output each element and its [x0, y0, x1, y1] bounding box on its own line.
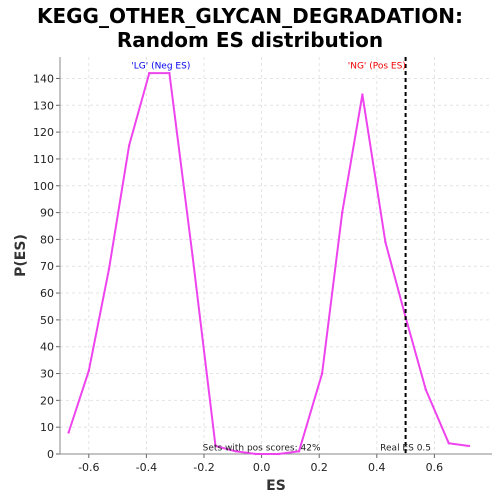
series-point [361, 93, 364, 96]
series-point [341, 211, 344, 214]
axes: 0 10 20 30 40 50 60 70 80 90 100 110 120 130 140 -0.6 -0… [33, 57, 492, 474]
y-tick-label: 70 [40, 260, 54, 273]
x-tick-label: -0.2 [193, 461, 214, 474]
series-point [214, 444, 217, 448]
annotation-label: 'NG' (Pos ES) [348, 61, 406, 71]
annotations: 'LG' (Neg ES) 'NG' (Pos ES) Sets with pos … [131, 61, 431, 453]
y-tick-label: 10 [40, 421, 54, 434]
series-point [320, 372, 324, 375]
series-point [424, 388, 427, 391]
y-tick-label: 90 [40, 207, 54, 220]
x-tick-label: 0.0 [253, 461, 271, 474]
series-point [87, 369, 91, 373]
x-tick-label: 0.6 [426, 461, 444, 474]
series-point [148, 71, 151, 75]
series-point [191, 254, 194, 257]
x-tick-label: -0.4 [136, 461, 157, 474]
x-tick-label: -0.6 [78, 461, 99, 474]
y-tick-label: 40 [40, 341, 54, 354]
series-point [107, 267, 111, 271]
y-tick-label: 20 [40, 394, 54, 407]
annotation-label: Real ES 0.5 [380, 444, 431, 454]
series-point [277, 452, 281, 456]
y-tick-label: 60 [40, 287, 54, 300]
annotation-label: Sets with pos scores: 42% [203, 444, 321, 454]
series-point [467, 444, 471, 448]
series-point [67, 431, 70, 434]
series-group [67, 71, 471, 456]
x-axis-label: ES [266, 478, 286, 494]
y-tick-label: 0 [47, 448, 54, 461]
y-tick-label: 30 [40, 368, 54, 381]
series-point [384, 240, 387, 244]
y-tick-label: 50 [40, 314, 54, 327]
y-tick-label: 100 [33, 180, 54, 193]
series-point [447, 442, 450, 445]
x-tick-label: 0.4 [368, 461, 386, 474]
series-point [234, 450, 237, 453]
y-axis-label: P(ES) [13, 234, 29, 277]
y-tick-label: 130 [33, 99, 54, 112]
y-tick-label: 80 [40, 233, 54, 246]
chart-title: KEGG_OTHER_GLYCAN_DEGRADATION: Random ES… [0, 4, 500, 52]
y-tick-label: 120 [33, 126, 54, 139]
series-line [67, 72, 470, 455]
series-point [168, 71, 171, 75]
series-point [297, 450, 301, 453]
y-tick-label: 110 [33, 153, 54, 166]
series-point [127, 144, 131, 147]
chart-title-line-2: Random ES distribution [116, 28, 384, 52]
x-tick-label: 0.2 [310, 461, 328, 474]
annotation-label: 'LG' (Neg ES) [131, 61, 190, 71]
chart-title-line-1: KEGG_OTHER_GLYCAN_DEGRADATION: [36, 4, 464, 28]
grid-lines [60, 57, 492, 455]
series-point [254, 452, 258, 456]
y-tick-label: 140 [33, 72, 54, 85]
